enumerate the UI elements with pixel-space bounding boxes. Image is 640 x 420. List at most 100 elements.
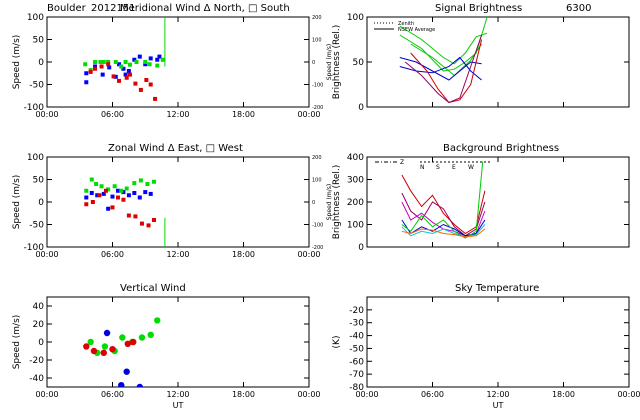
sky-ylabel: (K) <box>332 336 342 349</box>
sky-xtick-label: 00:00 <box>617 390 640 399</box>
meridional-ytick-right-label: 200 <box>312 15 322 21</box>
meridional-xtick-label: 06:00 <box>101 110 124 119</box>
sky-plot-frame <box>366 296 630 388</box>
vertical-point <box>123 368 130 375</box>
vertical-ytick-label: 0 <box>38 338 44 348</box>
vertical-chart: Vertical Wind Speed (m/s) -40 -20 0 20 40 00:00… <box>12 283 321 410</box>
zonal-point <box>95 193 100 198</box>
zonal-point <box>138 178 143 183</box>
background-ytick-label: 400 <box>347 153 364 163</box>
vertical-point <box>119 334 126 341</box>
meridional-point <box>106 62 111 67</box>
vertical-point <box>118 382 125 387</box>
vertical-marks <box>83 317 161 387</box>
meridional-point <box>84 71 89 76</box>
sky-title: Sky Temperature <box>455 283 539 294</box>
meridional-chart: Meridional Wind Δ North, □ South Speed (m… <box>12 3 333 119</box>
sky-xtick-label: 12:00 <box>486 390 509 399</box>
signal-legend-avg: NSEW Average <box>398 27 435 33</box>
meridional-point <box>148 82 153 87</box>
zonal-ytick-label: -100 <box>24 243 45 253</box>
zonal-point <box>139 221 144 226</box>
zonal-point <box>121 197 126 202</box>
signal-ytick-label: 0 <box>358 103 364 113</box>
meridional-point <box>137 54 142 59</box>
zonal-ytick-label: 50 <box>33 176 45 186</box>
meridional-xtick-label: 12:00 <box>166 110 189 119</box>
meridional-point <box>101 60 106 64</box>
meridional-point <box>99 64 104 69</box>
meridional-ytick-label: 0 <box>38 58 44 68</box>
background-series-line <box>401 161 484 239</box>
meridional-point <box>134 60 139 64</box>
zonal-point <box>126 213 131 218</box>
wavelength-label: 6300 <box>566 3 591 14</box>
meridional-ytick-label: 100 <box>27 13 44 23</box>
zonal-xtick-label: 06:00 <box>101 250 124 259</box>
vertical-xtick-label: 18:00 <box>232 390 255 399</box>
vertical-ylabel: Speed (m/s) <box>12 315 22 370</box>
signal-series-line <box>399 17 488 72</box>
meridional-point <box>127 62 132 67</box>
vertical-point <box>90 347 98 355</box>
vertical-xtick-label: 12:00 <box>166 390 189 399</box>
vertical-point <box>124 340 131 347</box>
signal-marks <box>399 17 488 104</box>
background-marks <box>401 161 486 239</box>
meridional-point <box>100 72 105 77</box>
meridional-ytick-right-label: -100 <box>312 83 323 89</box>
meridional-point <box>155 63 160 68</box>
vertical-point <box>138 334 146 341</box>
meridional-point <box>123 60 128 64</box>
zonal-point <box>137 195 142 200</box>
meridional-xtick-label: 00:00 <box>297 110 320 119</box>
meridional-xtick-label: 00:00 <box>35 110 58 119</box>
meridional-ytick-label: -100 <box>24 103 45 113</box>
zonal-ytick-right-label: 200 <box>312 155 322 161</box>
meridional-point <box>138 87 143 92</box>
background-series-line <box>401 192 486 237</box>
zonal-point <box>145 182 150 186</box>
zonal-point <box>84 188 89 193</box>
zonal-point <box>146 223 151 228</box>
vertical-ytick-label: 40 <box>33 302 45 312</box>
meridional-point <box>147 62 152 67</box>
meridional-plot-frame <box>46 16 310 108</box>
zonal-point <box>148 191 153 196</box>
zonal-point <box>110 205 115 210</box>
site-label: Boulder <box>47 3 87 14</box>
meridional-point <box>126 69 131 73</box>
meridional-marks <box>83 17 166 101</box>
sky-ytick-label: -40 <box>349 332 364 342</box>
zonal-point <box>151 218 156 222</box>
zonal-point <box>132 181 137 186</box>
zonal-ytick-right-label: 100 <box>312 178 322 184</box>
meridional-point <box>119 64 124 69</box>
sky-chart: Sky Temperature (K) -80 -70 -60 -50 -40 -30 -20 0… <box>332 283 640 410</box>
meridional-point <box>153 96 158 101</box>
meridional-point <box>157 54 162 59</box>
vertical-point <box>109 346 116 353</box>
meridional-point <box>143 62 148 67</box>
meridional-point <box>123 72 128 77</box>
zonal-ytick-label: 0 <box>38 198 44 208</box>
signal-series-line <box>399 25 488 65</box>
background-legend-e: E <box>452 164 456 171</box>
background-chart: Background Brightness Brightness (Rel.) 0 1… <box>332 143 630 253</box>
signal-legend-zenith: Zenith <box>398 21 414 27</box>
zonal-point <box>143 190 148 195</box>
meridional-point <box>133 81 138 86</box>
vertical-point <box>154 317 161 324</box>
zonal-ylabel-right: Speed (m/s) <box>326 184 333 220</box>
background-ytick-label: 0 <box>358 243 364 253</box>
signal-series-line <box>399 57 482 81</box>
meridional-point <box>113 60 118 64</box>
background-legend-w: W <box>468 164 474 171</box>
zonal-ytick-right-label: -100 <box>312 223 323 229</box>
zonal-point <box>97 193 102 198</box>
zonal-point <box>89 177 94 182</box>
vertical-plot-frame <box>46 296 310 388</box>
signal-title: Signal Brightness <box>435 3 522 14</box>
zonal-point <box>106 187 111 192</box>
meridional-point <box>93 64 98 69</box>
